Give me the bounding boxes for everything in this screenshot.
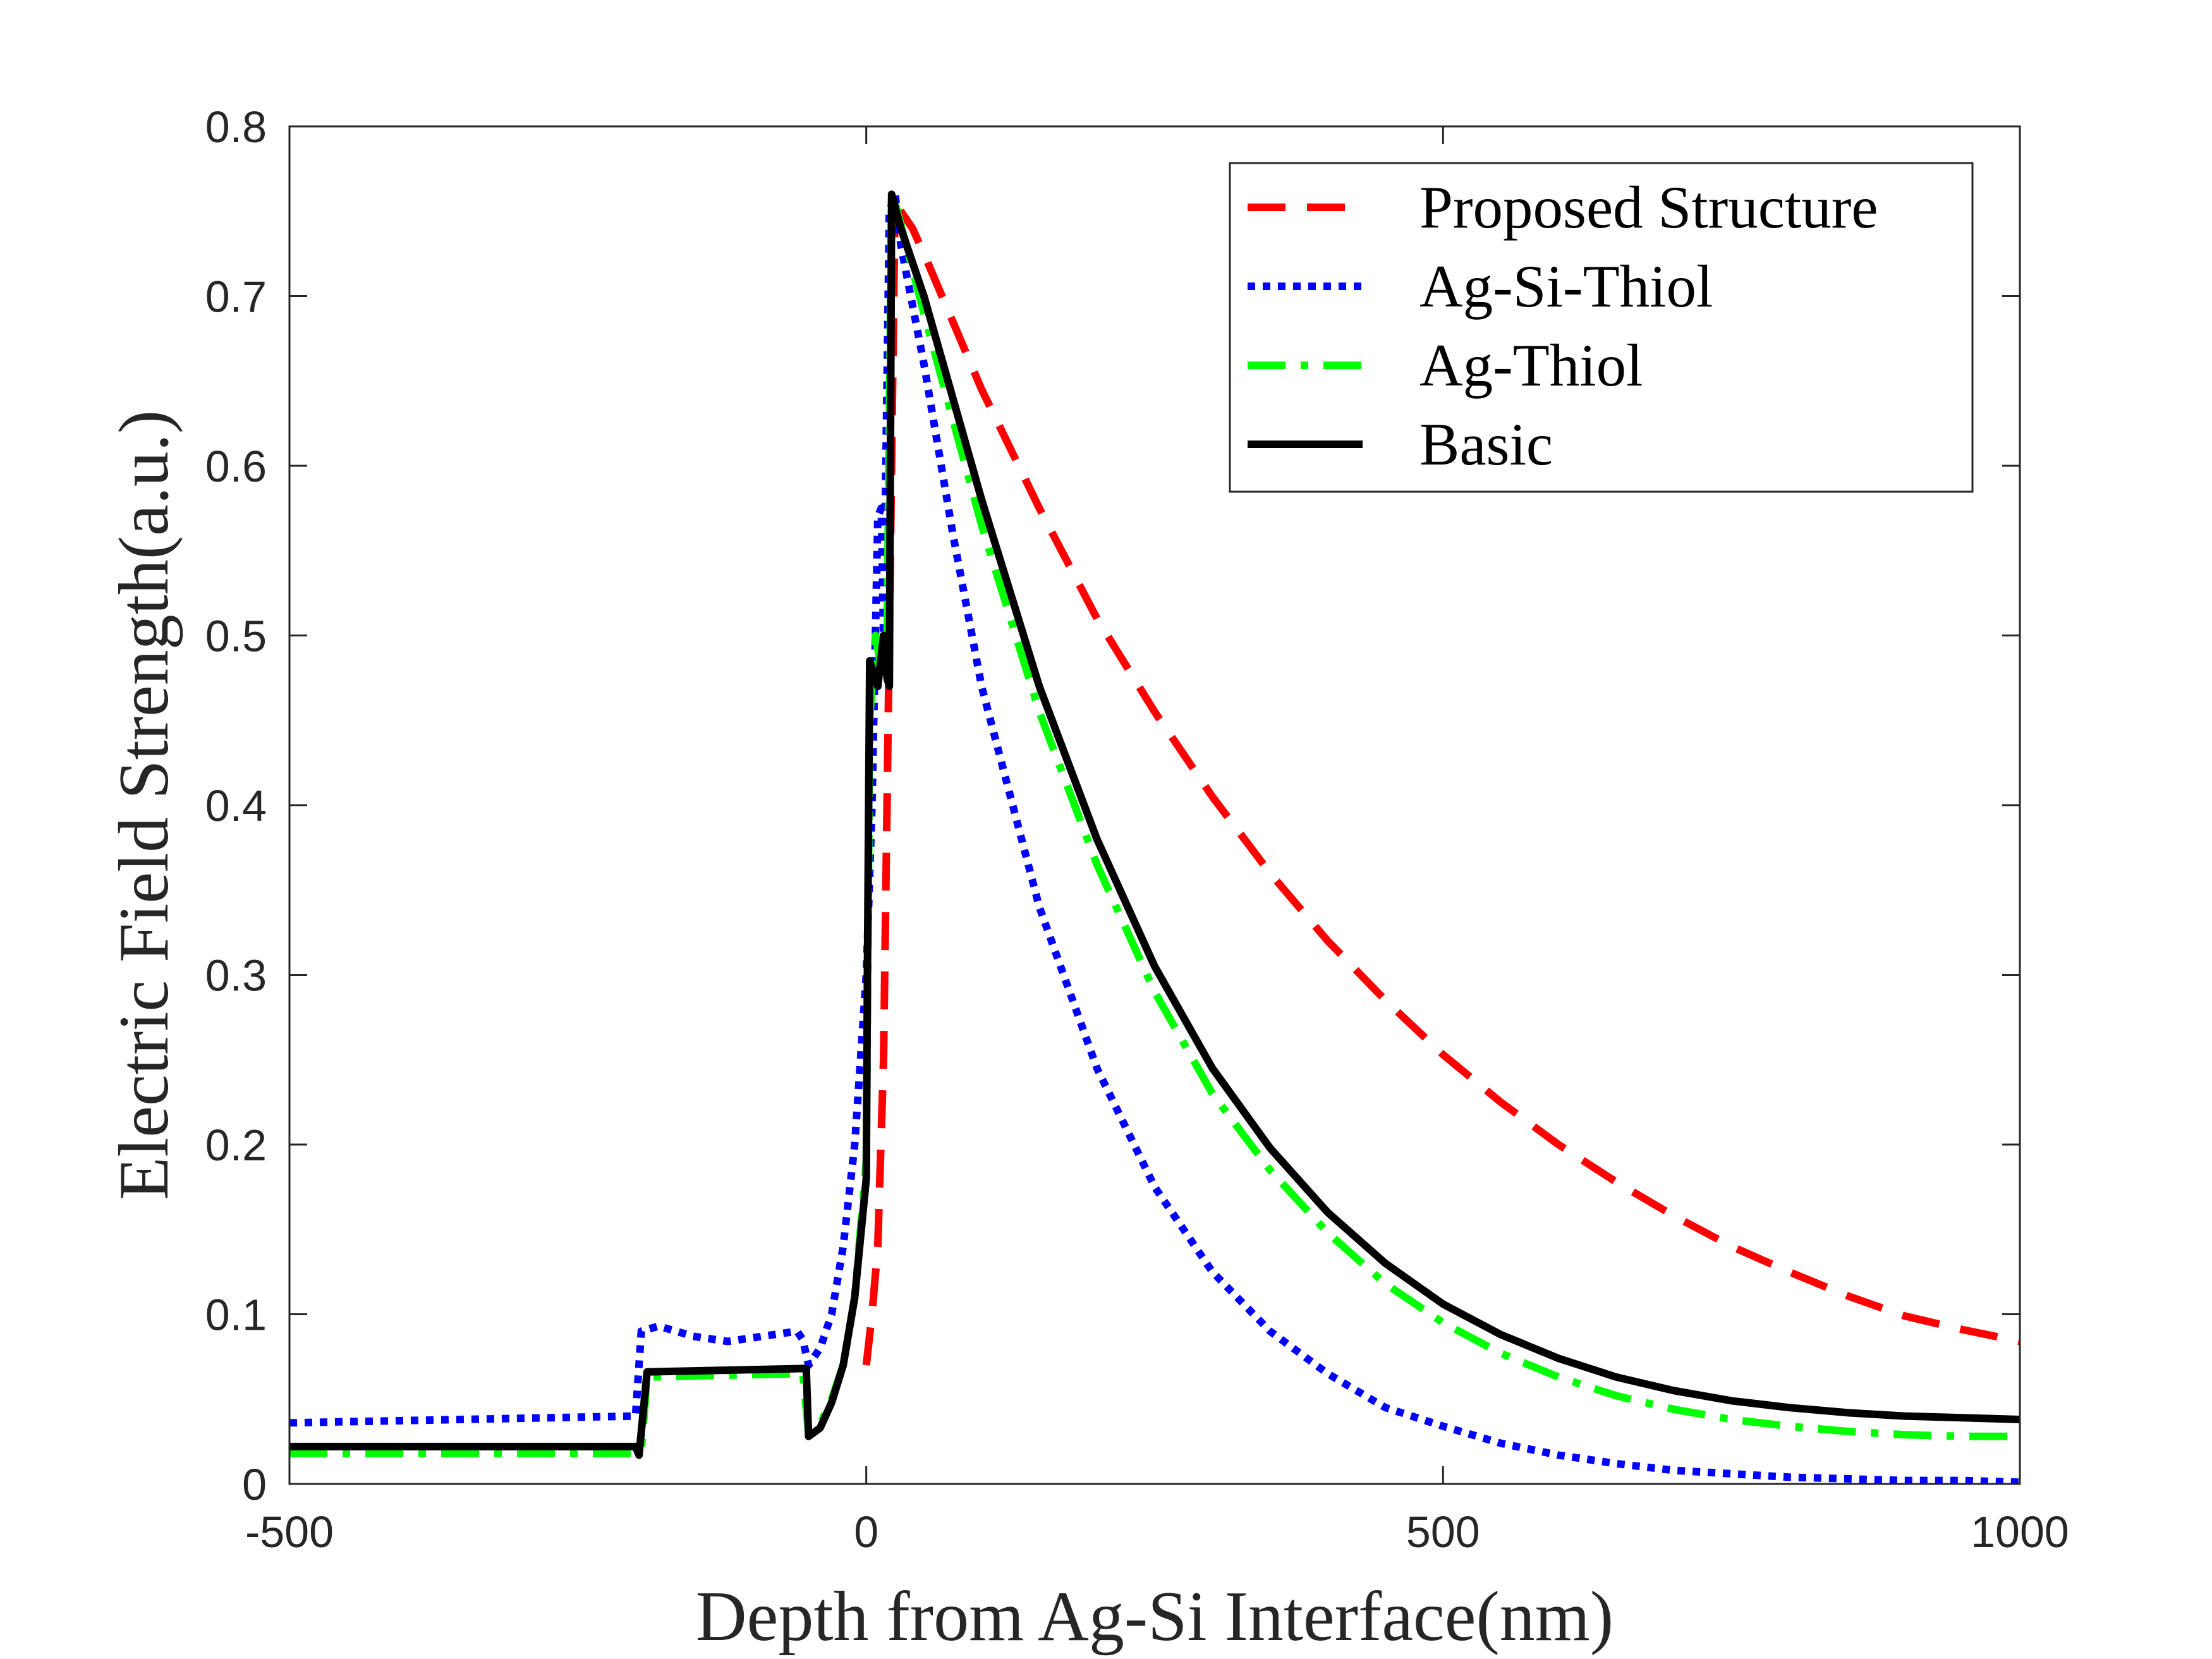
legend: Proposed Structure Ag-Si-Thiol Ag-Thiol Bas… [1229, 162, 1974, 493]
x-tick-label: 1000 [1971, 1507, 2069, 1557]
y-tick-label: 0.3 [205, 951, 267, 1000]
x-tick-label: -500 [245, 1507, 334, 1557]
axes: -500 0 500 100000.10.20.30.40.50.60.70.8Dep… [105, 102, 2069, 1656]
y-tick-label: 0.5 [205, 612, 267, 661]
legend-label-ag-si-thiol: Ag-Si-Thiol [1419, 253, 1713, 320]
y-tick-label: 0.6 [205, 442, 267, 491]
y-axis-title: Electric Field Strength(a.u.) [105, 410, 183, 1200]
x-tick-label: 500 [1406, 1507, 1480, 1557]
series-line-basic [289, 190, 2020, 1459]
x-tick-label: 0 [854, 1507, 878, 1557]
y-tick-label: 0.4 [205, 781, 267, 830]
legend-box [1229, 162, 1974, 493]
legend-label-proposed-structure: Proposed Structure [1419, 174, 1878, 241]
y-tick-label: 0.1 [205, 1291, 267, 1340]
y-tick-label: 0.2 [205, 1121, 267, 1170]
x-axis-title: Depth from Ag-Si Interface(nm) [696, 1577, 1613, 1656]
plot-area [289, 190, 2020, 1484]
y-tick-label: 0 [242, 1460, 267, 1509]
y-tick-label: 0.8 [205, 102, 267, 152]
series-line-ag-si-thiol [289, 190, 2020, 1484]
legend-label-ag-thiol: Ag-Thiol [1419, 332, 1643, 399]
y-tick-label: 0.7 [205, 272, 267, 322]
legend-label-basic: Basic [1419, 411, 1553, 478]
